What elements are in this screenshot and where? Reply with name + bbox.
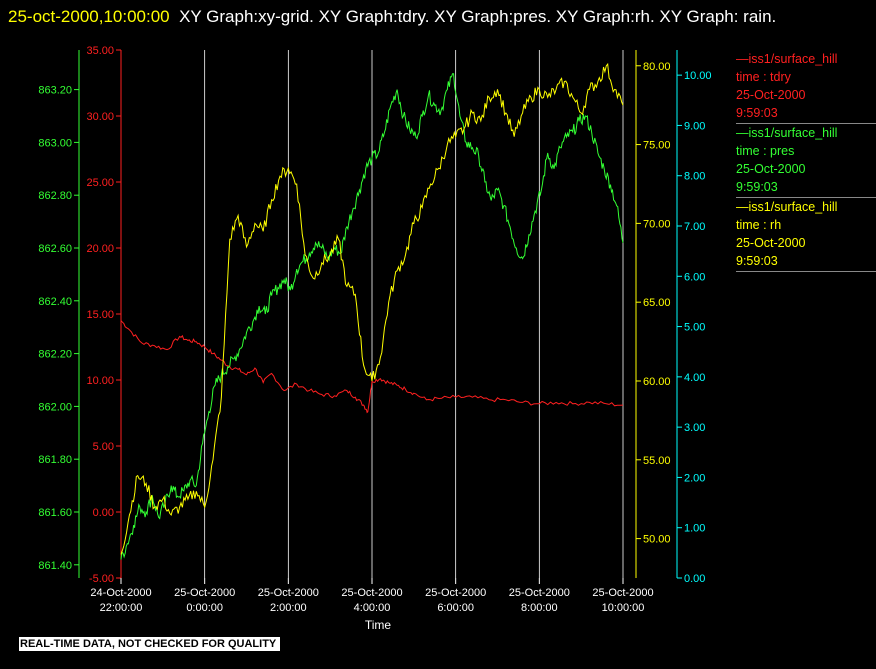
header: 25-oct-2000,10:00:00 XY Graph:xy-grid. X… <box>8 2 868 31</box>
quality-note: REAL-TIME DATA, NOT CHECKED FOR QUALITY <box>19 637 281 651</box>
rh-tick-label-6: 80.00 <box>643 61 671 73</box>
tdry-tick-label-2: 5.00 <box>93 441 114 453</box>
x-tick-date-1: 25-Oct-2000 <box>174 587 235 599</box>
pres-tick-label-5: 862.40 <box>38 296 72 308</box>
tdry-tick-label-4: 15.00 <box>86 309 114 321</box>
header-titles: XY Graph:xy-grid. XY Graph:tdry. XY Grap… <box>179 7 777 26</box>
x-tick-time-2: 2:00:00 <box>270 602 307 614</box>
rain-tick-label-2: 2.00 <box>684 472 705 484</box>
rh-series-line <box>120 62 624 555</box>
legend-name: —iss1/surface_hill <box>736 200 838 214</box>
rh-tick-label-4: 70.00 <box>643 218 671 230</box>
x-tick-date-4: 25-Oct-2000 <box>425 587 486 599</box>
rh-tick-label-3: 65.00 <box>643 297 671 309</box>
tdry-tick-label-7: 30.00 <box>86 111 114 123</box>
tdry-tick-label-5: 20.00 <box>86 243 114 255</box>
series-lines <box>120 62 624 560</box>
rain-tick-label-4: 4.00 <box>684 372 705 384</box>
pres-tick-label-7: 862.80 <box>38 190 72 202</box>
x-tick-labels: 24-Oct-2000 22:00:00 25-Oct-2000 0:00:00 25-… <box>90 578 654 614</box>
x-tick-date-0: 24-Oct-2000 <box>90 587 151 599</box>
tdry-tick-label-1: 0.00 <box>93 507 114 519</box>
rain-tick-label-8: 8.00 <box>684 171 705 183</box>
pres-tick-label-0: 861.40 <box>38 560 72 572</box>
rh-tick-label-0: 50.00 <box>643 534 671 546</box>
grid-lines <box>120 50 624 578</box>
x-tick-time-6: 10:00:00 <box>602 602 645 614</box>
rh-tick-label-2: 60.00 <box>643 376 671 388</box>
legend-time: 9:59:03 <box>736 180 778 194</box>
rain-tick-label-0: 0.00 <box>684 573 705 585</box>
header-timestamp: 25-oct-2000,10:00:00 <box>8 7 170 26</box>
x-axis-label: Time <box>365 618 392 632</box>
x-tick-date-2: 25-Oct-2000 <box>258 587 319 599</box>
legend: —iss1/surface_hill time : tdry 25-Oct-2000… <box>736 50 876 272</box>
rain-tick-label-5: 5.00 <box>684 322 705 334</box>
pres-tick-label-8: 863.00 <box>38 137 72 149</box>
legend-time: 9:59:03 <box>736 254 778 268</box>
x-tick-time-0: 22:00:00 <box>100 602 143 614</box>
tdry-series-line <box>120 320 624 414</box>
rh-tick-label-1: 55.00 <box>643 455 671 467</box>
pres-tick-label-4: 862.20 <box>38 349 72 361</box>
rain-tick-label-10: 10.00 <box>684 70 712 82</box>
legend-field: time : pres <box>736 144 795 158</box>
legend-date: 25-Oct-2000 <box>736 88 806 102</box>
x-tick-time-3: 4:00:00 <box>354 602 391 614</box>
rain-tick-label-7: 7.00 <box>684 221 705 233</box>
tdry-tick-label-8: 35.00 <box>86 45 114 57</box>
legend-date: 25-Oct-2000 <box>736 236 806 250</box>
x-tick-time-4: 6:00:00 <box>437 602 474 614</box>
pres-tick-label-1: 861.60 <box>38 507 72 519</box>
legend-name: —iss1/surface_hill <box>736 52 838 66</box>
rain-tick-label-3: 3.00 <box>684 422 705 434</box>
rain-tick-label-1: 1.00 <box>684 523 705 535</box>
pres-tick-label-9: 863.20 <box>38 85 72 97</box>
tdry-tick-label-6: 25.00 <box>86 177 114 189</box>
pres-series-line <box>120 73 624 560</box>
rain-tick-label-6: 6.00 <box>684 271 705 283</box>
legend-field: time : rh <box>736 218 782 232</box>
tdry-tick-label-0: -5.00 <box>89 573 114 585</box>
rh-tick-label-5: 75.00 <box>643 140 671 152</box>
pres-tick-label-6: 862.60 <box>38 243 72 255</box>
x-tick-date-5: 25-Oct-2000 <box>509 587 570 599</box>
pres-tick-label-3: 862.00 <box>38 401 72 413</box>
x-tick-date-3: 25-Oct-2000 <box>341 587 402 599</box>
legend-field: time : tdry <box>736 70 791 84</box>
x-tick-time-1: 0:00:00 <box>186 602 223 614</box>
x-tick-time-5: 8:00:00 <box>521 602 558 614</box>
tdry-tick-label-3: 10.00 <box>86 375 114 387</box>
pres-tick-label-2: 861.80 <box>38 454 72 466</box>
x-tick-date-6: 25-Oct-2000 <box>592 587 653 599</box>
legend-date: 25-Oct-2000 <box>736 162 806 176</box>
rain-tick-label-9: 9.00 <box>684 120 705 132</box>
legend-name: —iss1/surface_hill <box>736 126 838 140</box>
legend-time: 9:59:03 <box>736 106 778 120</box>
axes: 861.40 861.60 861.80 862.00 862.20 862.40 862.… <box>38 45 711 585</box>
